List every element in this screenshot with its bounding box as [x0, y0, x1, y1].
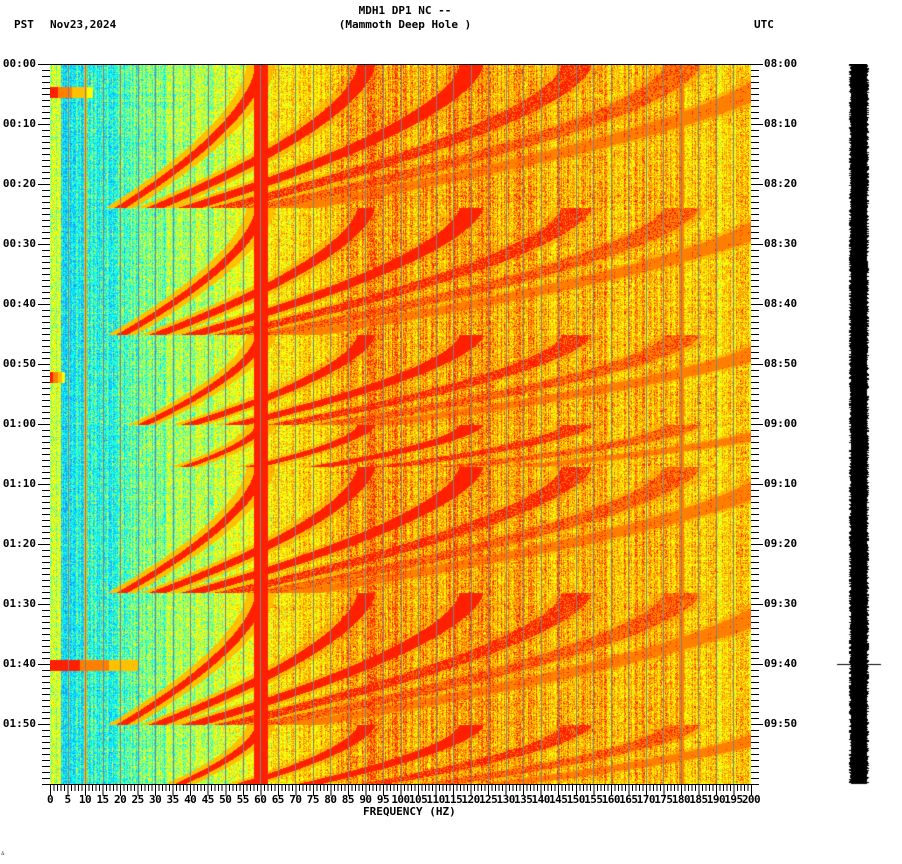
site-name: (Mammoth Deep Hole ): [338, 18, 472, 31]
x-tick-label: 100: [391, 793, 410, 806]
y-tick-label-left: 01:00: [2, 417, 36, 430]
x-tick-label: 60: [254, 793, 267, 806]
y-tick-label-left: 01:50: [2, 717, 36, 730]
x-tick-label: 150: [566, 793, 586, 806]
y-tick-label-left: 00:50: [2, 357, 36, 370]
y-tick-label-right: 08:40: [764, 297, 798, 310]
y-tick-label-right: 08:30: [764, 237, 798, 250]
y-tick-label-right: 08:10: [764, 117, 798, 130]
y-tick-label-left: 01:10: [2, 477, 36, 490]
seismogram-trace: [836, 64, 886, 786]
x-tick-label: 105: [408, 793, 428, 806]
y-tick-label-right: 09:10: [764, 477, 798, 490]
x-tick-label: 140: [531, 793, 551, 806]
y-tick-label-left: 01:40: [2, 657, 36, 670]
x-tick-label: 80: [324, 793, 337, 806]
x-tick-label: 70: [289, 793, 302, 806]
y-tick-label-right: 09:40: [764, 657, 798, 670]
x-tick-label: 145: [549, 793, 568, 806]
x-axis-title: FREQUENCY (HZ): [363, 805, 456, 818]
x-tick-label: 65: [271, 793, 285, 806]
x-tick-label: 180: [671, 793, 691, 806]
y-tick-label-left: 00:10: [2, 117, 36, 130]
y-tick-label-left: 01:30: [2, 597, 36, 610]
y-tick-label-right: 08:00: [764, 57, 798, 70]
x-tick-label: 25: [131, 793, 145, 806]
x-tick-label: 15: [96, 793, 109, 806]
y-tick-label-left: 00:00: [2, 57, 36, 70]
x-tick-label: 5: [64, 793, 71, 806]
spectrogram-image: [50, 65, 751, 784]
x-tick-label: 110: [426, 793, 445, 806]
x-tick-label: 155: [584, 793, 603, 806]
x-tick-label: 55: [236, 793, 250, 806]
x-tick-label: 115: [443, 793, 463, 806]
x-tick-label: 45: [201, 793, 215, 806]
x-tick-label: 35: [166, 793, 180, 806]
left-timezone-label: PST: [14, 18, 34, 31]
x-tick-label: 170: [636, 793, 656, 806]
logo-mark: ∴: [1, 850, 5, 857]
y-tick-label-right: 08:50: [764, 357, 798, 370]
x-tick-label: 160: [601, 793, 621, 806]
x-tick-label: 30: [149, 793, 162, 806]
x-tick-label: 85: [341, 793, 355, 806]
x-tick-label: 200: [741, 793, 761, 806]
x-tick-label: 20: [113, 793, 127, 806]
y-tick-label-right: 09:50: [764, 717, 798, 730]
date-label: Nov23,2024: [50, 18, 117, 31]
x-tick-label: 190: [706, 793, 726, 806]
x-tick-label: 75: [306, 793, 320, 806]
station-title: MDH1 DP1 NC --: [358, 4, 452, 17]
y-tick-label-left: 00:20: [2, 177, 36, 190]
x-tick-label: 10: [78, 793, 92, 806]
y-tick-label-left: 01:20: [2, 537, 36, 550]
y-tick-label-right: 09:00: [764, 417, 798, 430]
x-tick-label: 185: [689, 793, 708, 806]
x-tick-label: 50: [219, 793, 232, 806]
spectrogram-plot-area: [50, 64, 751, 784]
y-tick-label-left: 00:30: [2, 237, 36, 250]
y-tick-label-right: 09:30: [764, 597, 798, 610]
x-tick-label: 0: [46, 793, 54, 806]
x-tick-label: 120: [461, 793, 480, 806]
x-tick-label: 195: [724, 793, 743, 806]
right-timezone-label: UTC: [754, 18, 774, 31]
x-tick-label: 95: [376, 793, 390, 806]
x-tick-label: 165: [619, 793, 638, 806]
x-tick-label: 175: [654, 793, 673, 806]
x-tick-label: 40: [184, 793, 197, 806]
x-tick-label: 135: [513, 793, 533, 806]
y-tick-label-right: 09:20: [764, 537, 798, 550]
y-tick-label-left: 00:40: [2, 297, 36, 310]
x-tick-label: 125: [478, 793, 498, 806]
x-tick-label: 90: [359, 793, 372, 806]
y-tick-label-right: 08:20: [764, 177, 798, 190]
x-tick-label: 130: [496, 793, 515, 806]
